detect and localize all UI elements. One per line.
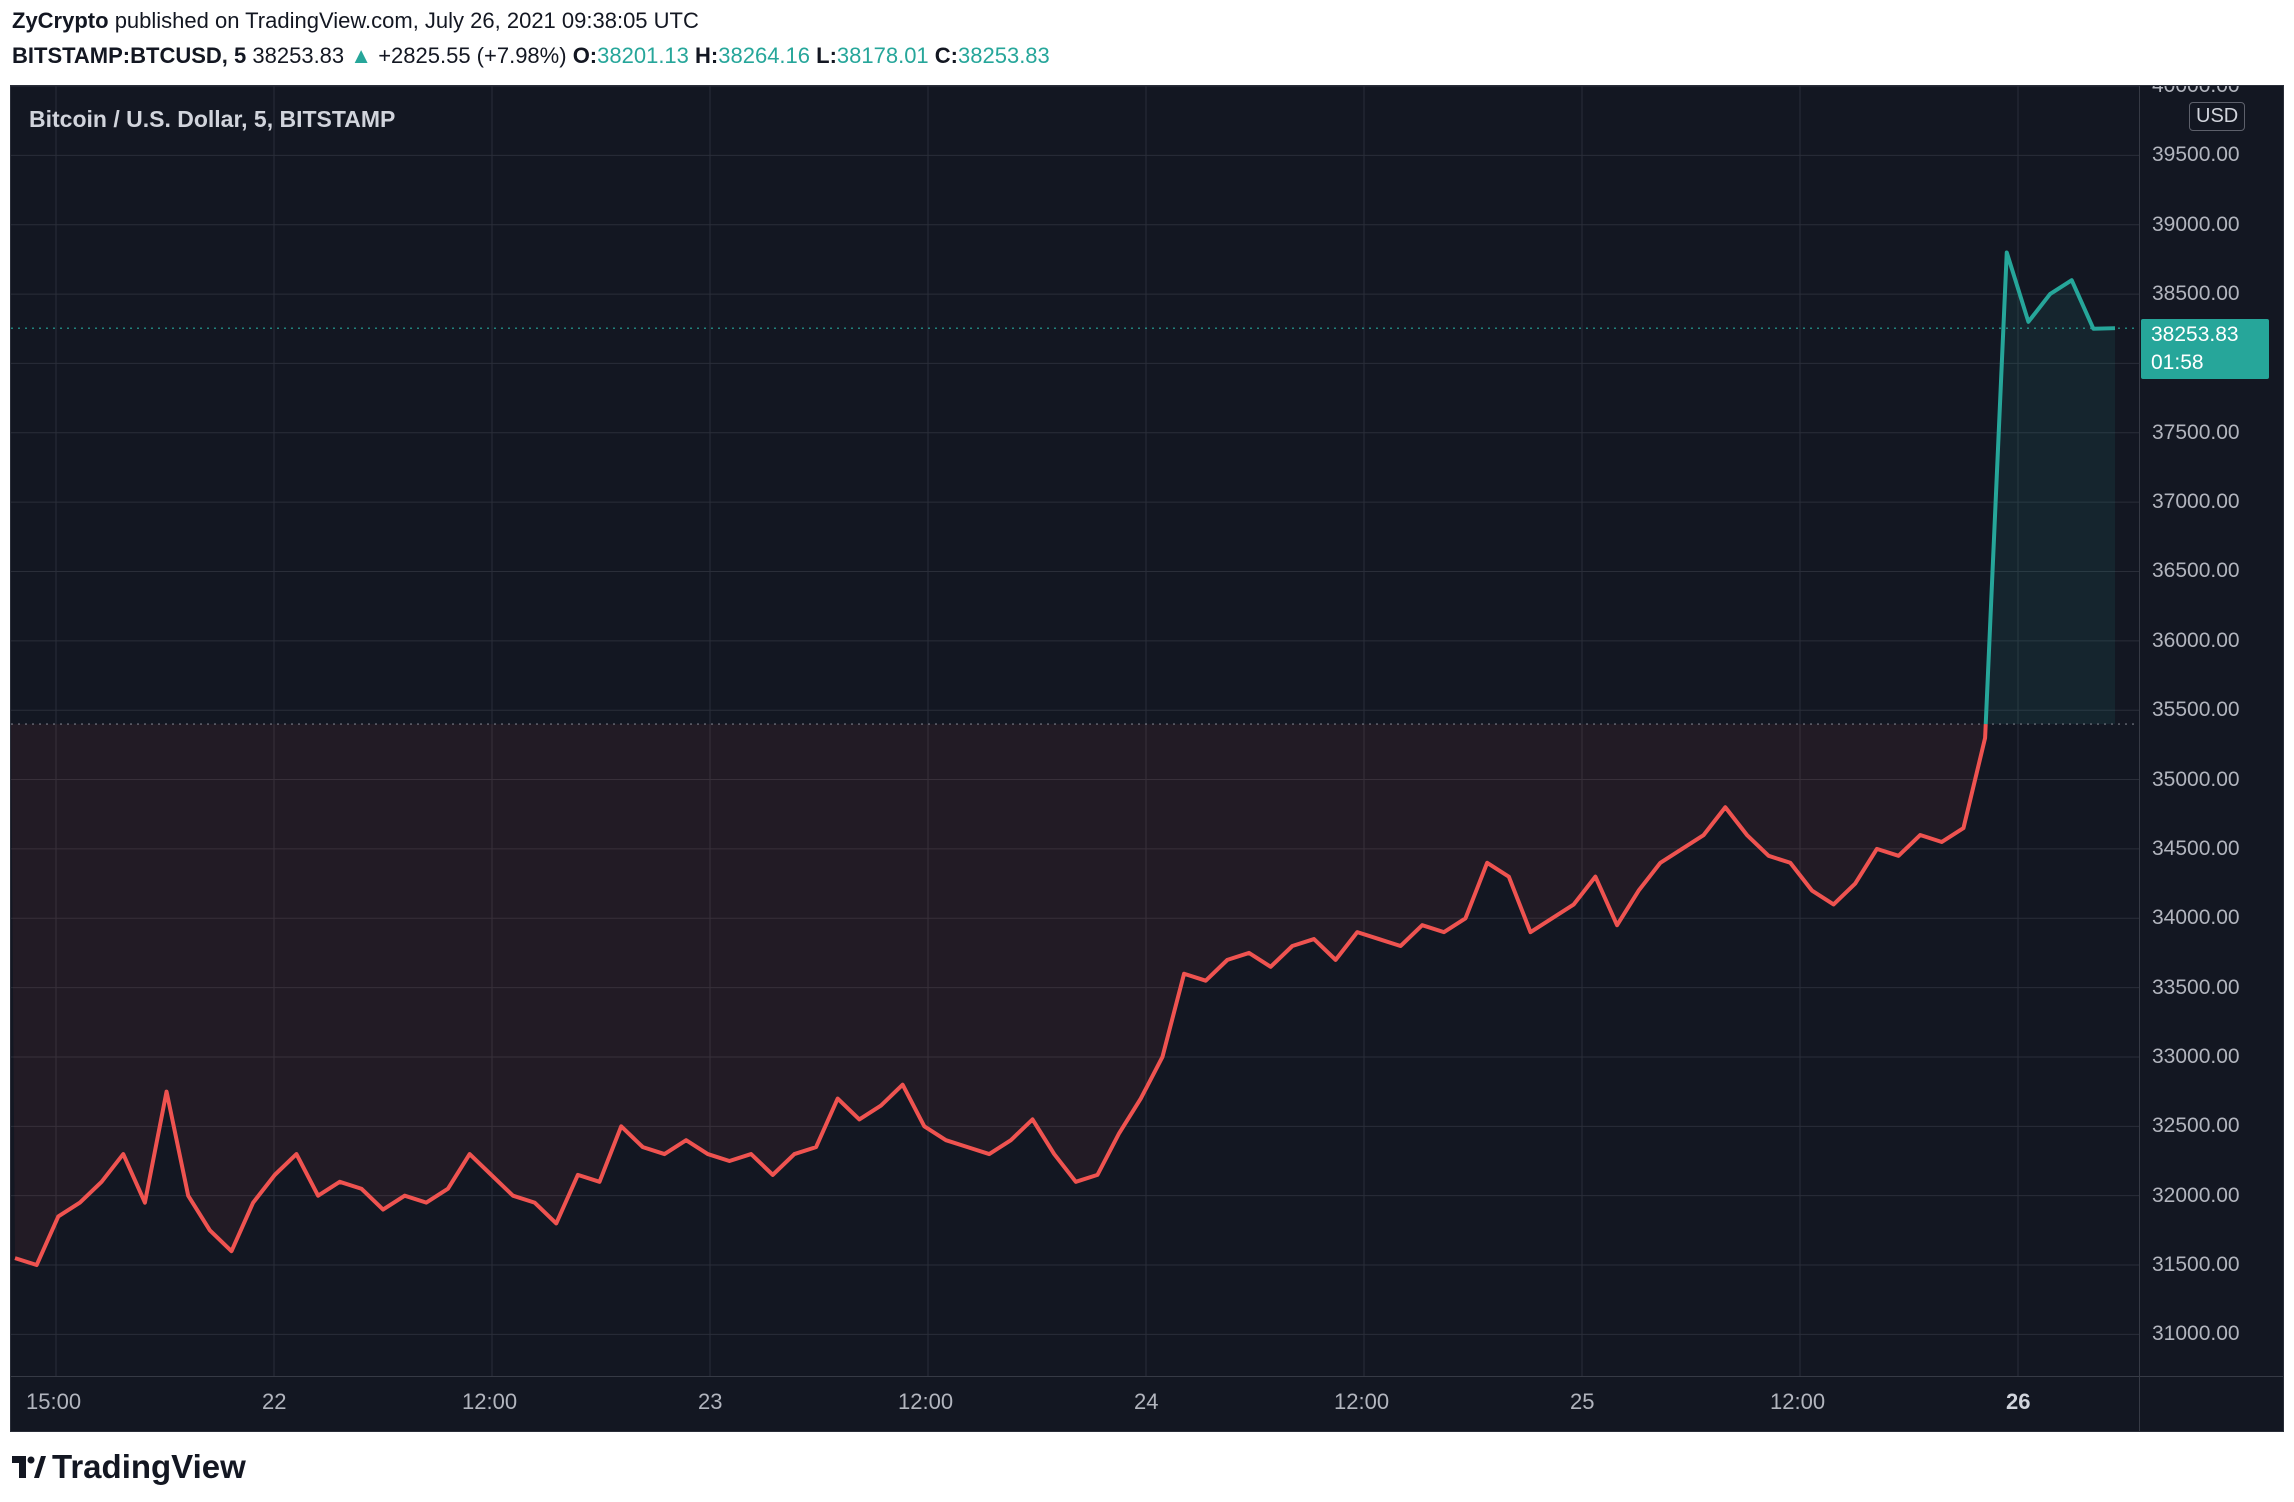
tradingview-logo-icon: [12, 1456, 46, 1478]
close-label: C:: [934, 43, 959, 68]
close-value: 38253.83: [958, 43, 1050, 68]
time-tick-label: 12:00: [462, 1389, 518, 1414]
price-tick-label: 32500.00: [2152, 1114, 2240, 1138]
price-tick-label: 35000.00: [2152, 767, 2240, 791]
time-tick-label: 23: [698, 1389, 723, 1414]
published-text: published on TradingView.com, July 26, 2…: [114, 8, 699, 33]
symbol-name: BITSTAMP:BTCUSD, 5: [12, 43, 247, 68]
change-value: +2825.55 (+7.98%): [378, 43, 567, 68]
price-tick-label: 39500.00: [2152, 143, 2240, 167]
price-tick-label: 33500.00: [2152, 975, 2240, 999]
time-tick-label: 24: [1134, 1389, 1159, 1414]
price-tick-label: 39000.00: [2152, 212, 2240, 236]
time-tick-label: 12:00: [1770, 1389, 1826, 1414]
publication-info: ZyCrypto published on TradingView.com, J…: [12, 8, 699, 34]
price-plot[interactable]: [11, 86, 2139, 1376]
axis-corner: [2139, 1376, 2283, 1431]
open-label: O:: [572, 43, 598, 68]
time-tick-label: 15:00: [26, 1389, 82, 1414]
price-tick-label: 38500.00: [2152, 282, 2240, 306]
tradingview-wordmark: TradingView: [52, 1448, 246, 1485]
price-tick-label: 35500.00: [2152, 698, 2240, 722]
price-tick-label: 32000.00: [2152, 1183, 2240, 1207]
price-tick-label: 37500.00: [2152, 420, 2240, 444]
low-value: 38178.01: [836, 43, 929, 68]
high-value: 38264.16: [718, 43, 811, 68]
price-axis[interactable]: 31000.00 31500.00 32000.00 32500.00 33000.00…: [2139, 85, 2283, 1376]
last-price-value: 38253.83: [252, 43, 345, 68]
price-tick-label: 36500.00: [2152, 559, 2240, 583]
time-tick-label: 12:00: [898, 1389, 954, 1414]
time-tick-label: 26: [2006, 1389, 2031, 1414]
price-tick-label: 34500.00: [2152, 836, 2240, 860]
currency-badge[interactable]: USD: [2189, 102, 2246, 131]
series-line-below: [14, 723, 1988, 1268]
symbol-legend: BITSTAMP:BTCUSD, 5 38253.83 ▲ +2825.55 (…: [12, 43, 1050, 69]
tradingview-logo[interactable]: TradingView: [12, 1448, 246, 1486]
low-label: L:: [816, 43, 837, 68]
price-tick-label: 36000.00: [2152, 628, 2240, 652]
time-tick-label: 25: [1570, 1389, 1595, 1414]
publisher-name[interactable]: ZyCrypto: [12, 8, 109, 33]
chart-container[interactable]: Bitcoin / U.S. Dollar, 5, BITSTAMP 31000…: [10, 85, 2284, 1432]
price-tick-label: 34000.00: [2152, 906, 2240, 930]
last-price-tag: 38253.83 01:58: [2141, 319, 2269, 379]
price-tick-label: 37000.00: [2152, 490, 2240, 514]
high-label: H:: [695, 43, 719, 68]
chart-title: Bitcoin / U.S. Dollar, 5, BITSTAMP: [29, 106, 396, 132]
time-tick-label: 22: [262, 1389, 287, 1414]
below-baseline-fill: [11, 724, 1986, 1266]
last-price-tag-value: 38253.83: [2151, 323, 2239, 346]
open-value: 38201.13: [597, 43, 689, 68]
up-triangle-icon: ▲: [350, 43, 373, 68]
price-tick-label: 31000.00: [2152, 1322, 2240, 1346]
above-baseline-fill: [1985, 252, 2115, 725]
series-line-above: [1983, 250, 2116, 725]
price-tick-label: 33000.00: [2152, 1044, 2240, 1068]
time-tick-label: 12:00: [1334, 1389, 1390, 1414]
bar-countdown: 01:58: [2151, 351, 2204, 374]
price-tick-label: 31500.00: [2152, 1253, 2240, 1277]
price-tick-label: 40000.00: [2152, 85, 2240, 97]
